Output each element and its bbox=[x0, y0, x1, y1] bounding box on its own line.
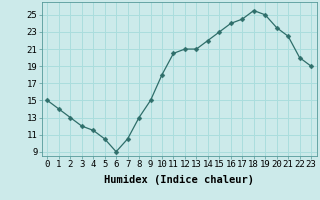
X-axis label: Humidex (Indice chaleur): Humidex (Indice chaleur) bbox=[104, 175, 254, 185]
